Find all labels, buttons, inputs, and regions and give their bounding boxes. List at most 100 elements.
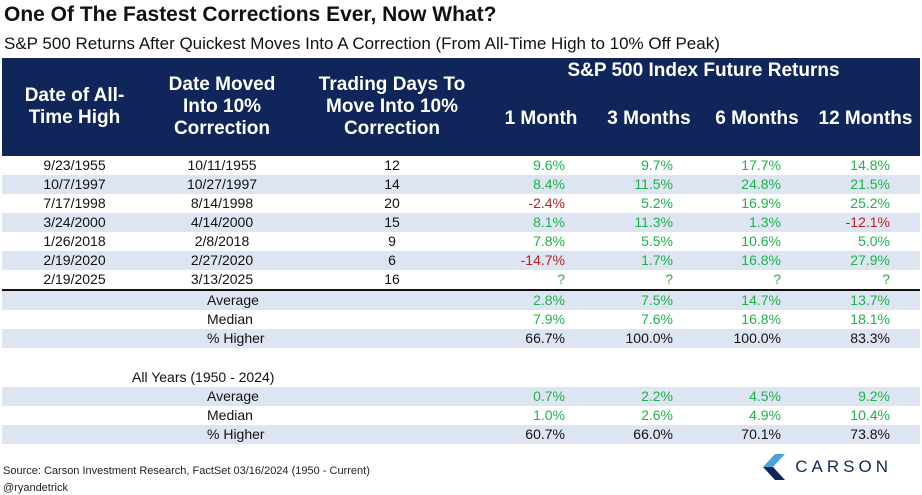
- ath-date-cell: 9/23/1955: [2, 156, 147, 175]
- return-12m-cell: ?: [811, 270, 920, 290]
- return-3m-cell: 11.5%: [595, 175, 703, 194]
- summary-m3-cell: 7.5%: [595, 289, 703, 310]
- header-future-returns: S&P 500 Index Future Returns: [487, 58, 920, 82]
- return-6m-cell: 1.3%: [703, 213, 811, 232]
- summary-label-cell: Average: [2, 387, 487, 406]
- source-note: Source: Carson Investment Research, Fact…: [3, 465, 370, 477]
- summary-m12-cell: 73.8%: [811, 425, 920, 444]
- return-6m-cell: 16.9%: [703, 194, 811, 213]
- return-6m-cell: ?: [703, 270, 811, 290]
- summary-m3-cell: 7.6%: [595, 310, 703, 329]
- ath-date-cell: 2/19/2020: [2, 251, 147, 270]
- table-row: All Years (1950 - 2024): [2, 368, 920, 387]
- correction-date-cell: 2/27/2020: [147, 251, 297, 270]
- trading-days-cell: 15: [297, 213, 487, 232]
- ath-date-cell: 3/24/2000: [2, 213, 147, 232]
- return-3m-cell: 11.3%: [595, 213, 703, 232]
- summary-m1-cell: 0.7%: [487, 387, 595, 406]
- return-12m-cell: 14.8%: [811, 156, 920, 175]
- table-row: Median 1.0% 2.6% 4.9% 10.4%: [2, 406, 920, 425]
- correction-date-cell: 8/14/1998: [147, 194, 297, 213]
- ath-date-cell: 10/7/1997: [2, 175, 147, 194]
- return-1m-cell: -14.7%: [487, 251, 595, 270]
- summary-m6-cell: 14.7%: [703, 289, 811, 310]
- summary-label-cell: % Higher: [2, 425, 487, 444]
- correction-date-cell: 2/8/2018: [147, 232, 297, 251]
- summary-m6-cell: 4.9%: [703, 406, 811, 425]
- return-12m-cell: 5.0%: [811, 232, 920, 251]
- return-12m-cell: -12.1%: [811, 213, 920, 232]
- header-3-months: 3 Months: [595, 82, 703, 156]
- return-1m-cell: ?: [487, 270, 595, 290]
- ath-date-cell: 2/19/2025: [2, 270, 147, 290]
- summary-m3-cell: 2.6%: [595, 406, 703, 425]
- summary-m6-cell: 16.8%: [703, 310, 811, 329]
- summary-m12-cell: 10.4%: [811, 406, 920, 425]
- summary-label-cell: Median: [2, 406, 487, 425]
- return-12m-cell: 27.9%: [811, 251, 920, 270]
- header-trading-days: Trading Days To Move Into 10% Correction: [297, 58, 487, 156]
- correction-date-cell: 10/27/1997: [147, 175, 297, 194]
- summary-m12-cell: 83.3%: [811, 329, 920, 348]
- summary-m3-cell: 100.0%: [595, 329, 703, 348]
- table-row: 7/17/1998 8/14/1998 20 -2.4% 5.2% 16.9% 25.2%: [2, 194, 920, 213]
- summary-m6-cell: 4.5%: [703, 387, 811, 406]
- return-6m-cell: 17.7%: [703, 156, 811, 175]
- main-rows: 9/23/1955 10/11/1955 12 9.6% 9.7% 17.7% 14.8% 1…: [2, 156, 920, 444]
- header-12-months: 12 Months: [811, 82, 920, 156]
- table-row: 3/24/2000 4/14/2000 15 8.1% 11.3% 1.3% -12.1%: [2, 213, 920, 232]
- header-1-month: 1 Month: [487, 82, 595, 156]
- summary-m6-cell: 100.0%: [703, 329, 811, 348]
- trading-days-cell: 14: [297, 175, 487, 194]
- return-3m-cell: 9.7%: [595, 156, 703, 175]
- correction-date-cell: 3/13/2025: [147, 270, 297, 290]
- header-corr-date: Date Moved Into 10% Correction: [147, 58, 297, 156]
- summary-m12-cell: 13.7%: [811, 289, 920, 310]
- return-6m-cell: 10.6%: [703, 232, 811, 251]
- summary-m6-cell: 70.1%: [703, 425, 811, 444]
- table-row: 10/7/1997 10/27/1997 14 8.4% 11.5% 24.8% 21.5%: [2, 175, 920, 194]
- table-row: Average 2.8% 7.5% 14.7% 13.7%: [2, 289, 920, 310]
- summary-m12-cell: 9.2%: [811, 387, 920, 406]
- all-years-label: All Years (1950 - 2024): [2, 368, 920, 387]
- return-3m-cell: 5.2%: [595, 194, 703, 213]
- return-6m-cell: 24.8%: [703, 175, 811, 194]
- table-row: [2, 348, 920, 368]
- correction-date-cell: 10/11/1955: [147, 156, 297, 175]
- summary-m1-cell: 66.7%: [487, 329, 595, 348]
- summary-m3-cell: 2.2%: [595, 387, 703, 406]
- table-row: 2/19/2025 3/13/2025 16????: [2, 270, 920, 290]
- return-1m-cell: 8.4%: [487, 175, 595, 194]
- header-ath: Date of All-Time High: [2, 58, 147, 156]
- summary-m12-cell: 18.1%: [811, 310, 920, 329]
- page-title: One Of The Fastest Corrections Ever, Now…: [4, 3, 497, 26]
- table-row: 2/19/2020 2/27/2020 6 -14.7% 1.7% 16.8% 27.9%: [2, 251, 920, 270]
- table-row: 1/26/2018 2/8/2018 9 7.8% 5.5% 10.6% 5.0%: [2, 232, 920, 251]
- summary-label-cell: Median: [2, 310, 487, 329]
- trading-days-cell: 12: [297, 156, 487, 175]
- return-12m-cell: 25.2%: [811, 194, 920, 213]
- summary-label-cell: % Higher: [2, 329, 487, 348]
- summary-m1-cell: 1.0%: [487, 406, 595, 425]
- carson-logo-icon: [763, 454, 786, 480]
- summary-m1-cell: 2.8%: [487, 289, 595, 310]
- correction-date-cell: 4/14/2000: [147, 213, 297, 232]
- return-6m-cell: 16.8%: [703, 251, 811, 270]
- trading-days-cell: 6: [297, 251, 487, 270]
- return-1m-cell: -2.4%: [487, 194, 595, 213]
- table-row: % Higher 60.7% 66.0% 70.1% 73.8%: [2, 425, 920, 444]
- table-row: 9/23/1955 10/11/1955 12 9.6% 9.7% 17.7% 14.8%: [2, 156, 920, 175]
- return-1m-cell: 9.6%: [487, 156, 595, 175]
- trading-days-cell: 16: [297, 270, 487, 290]
- table-row: % Higher 66.7% 100.0% 100.0% 83.3%: [2, 329, 920, 348]
- trading-days-cell: 20: [297, 194, 487, 213]
- trading-days-cell: 9: [297, 232, 487, 251]
- author-handle: @ryandetrick: [3, 482, 68, 494]
- ath-date-cell: 7/17/1998: [2, 194, 147, 213]
- ath-date-cell: 1/26/2018: [2, 232, 147, 251]
- summary-m3-cell: 66.0%: [595, 425, 703, 444]
- summary-m1-cell: 7.9%: [487, 310, 595, 329]
- return-3m-cell: ?: [595, 270, 703, 290]
- return-12m-cell: 21.5%: [811, 175, 920, 194]
- return-1m-cell: 8.1%: [487, 213, 595, 232]
